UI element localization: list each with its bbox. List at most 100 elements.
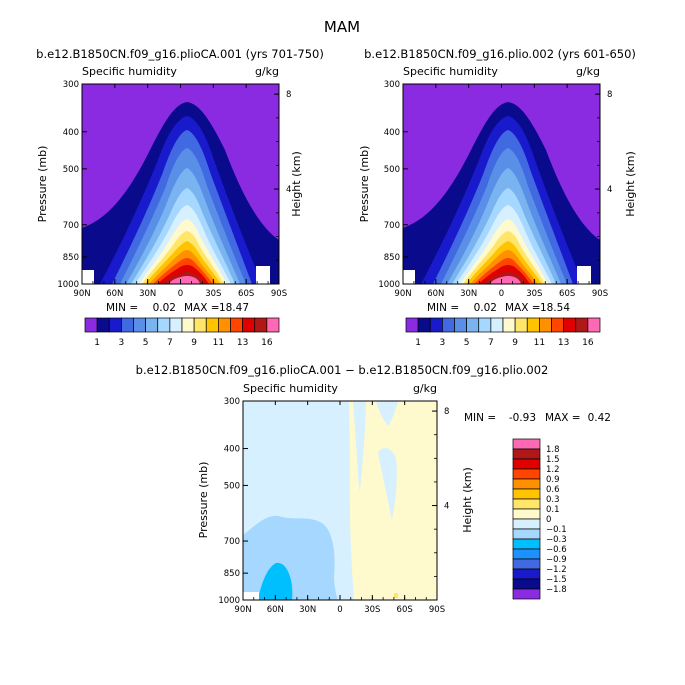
colorbar-swatch (181, 317, 195, 333)
diff-min-value: -0.93 (509, 412, 536, 424)
colorbar-label: −0.6 (546, 545, 567, 555)
colorbar-label: 0.6 (546, 485, 560, 495)
colorbar-swatch (502, 317, 516, 333)
colorbar-swatch (512, 488, 541, 500)
colorbar-swatch (512, 448, 541, 460)
y-tick-label: 300 (384, 80, 400, 90)
colorbar-label: 9 (512, 338, 518, 348)
colorbar-swatch (157, 317, 171, 333)
x-tick-label: 90N (394, 289, 411, 299)
colorbar-swatch (539, 317, 552, 333)
diff-ylabel: Pressure (mb) (197, 462, 210, 539)
x-tick-label: 60S (559, 289, 575, 299)
colorbar-swatch (121, 317, 134, 333)
colorbar-swatch (218, 317, 231, 333)
right-missing-sh (577, 266, 591, 284)
y-tick-label: 400 (384, 128, 400, 138)
y-tick-label: 500 (224, 481, 240, 491)
colorbar-label: 1 (94, 338, 100, 348)
colorbar-swatch (145, 317, 159, 333)
x-tick-label: 90S (271, 289, 287, 299)
diff-negative-pocket-2 (376, 401, 398, 426)
right-plot (403, 84, 600, 284)
y-tick-label: 1000 (218, 596, 240, 606)
colorbar-swatch (514, 317, 528, 333)
x-tick-label: 60N (267, 605, 284, 615)
right-colorbar: 1 3 5 7 9 11 13 16 (405, 317, 601, 348)
y-tick-label: 300 (224, 397, 240, 407)
colorbar-swatch (84, 317, 98, 333)
colorbar-swatch (512, 568, 541, 580)
colorbar-swatch (205, 317, 219, 333)
left-min-label: MIN = (106, 302, 138, 314)
y-tick-label: 1000 (57, 280, 79, 290)
diff-subtitle: Specific humidity (243, 382, 338, 395)
colorbar-label: 16 (582, 338, 594, 348)
colorbar-swatch (405, 317, 419, 333)
colorbar-label: 1.2 (546, 465, 560, 475)
x-tick-label: 90S (592, 289, 608, 299)
colorbar-label: 7 (488, 338, 494, 348)
y-tick-label: 850 (384, 253, 400, 263)
right-axes: 90N 60N 30N 0 30S 60S 90S 300 400 500 700 850 1000 8 4 (378, 80, 612, 299)
colorbar-label: 5 (143, 338, 149, 348)
left-plot (82, 84, 279, 284)
left-subtitle: Specific humidity (82, 65, 177, 78)
colorbar-swatch (575, 317, 589, 333)
left-panel-title: b.e12.B1850CN.f09_g16.plioCA.001 (yrs 70… (36, 47, 324, 61)
left-units: g/kg (255, 65, 279, 78)
right-max-value: 18.54 (540, 302, 570, 314)
colorbar-label: −0.9 (546, 555, 567, 565)
right-max-label: MAX = (505, 302, 541, 314)
colorbar-swatch (417, 317, 431, 333)
left-min-value: 0.02 (153, 302, 176, 314)
right-panel-title: b.e12.B1850CN.f09_g16.plio.002 (yrs 601-… (364, 47, 636, 61)
y-tick-label: 700 (224, 537, 240, 547)
x-tick-label: 30N (139, 289, 156, 299)
colorbar-swatch (512, 548, 541, 560)
diff-ylabel-right: Height (km) (461, 467, 474, 533)
y-tick-label: 300 (63, 80, 79, 90)
colorbar-swatch (512, 458, 541, 470)
y-tick-label: 500 (63, 165, 79, 175)
diff-plot (243, 401, 437, 600)
diff-max-label: MAX = (545, 412, 581, 424)
diff-missing-area (243, 592, 259, 600)
colorbar-swatch (512, 538, 541, 550)
y-right-tick-label: 8 (444, 407, 449, 417)
colorbar-swatch (169, 317, 183, 333)
colorbar-swatch (108, 317, 122, 333)
colorbar-label: −0.3 (546, 535, 567, 545)
y-right-tick-label: 4 (444, 502, 449, 512)
colorbar-swatch (512, 528, 541, 540)
colorbar-label: 9 (191, 338, 197, 348)
left-max-value: 18.47 (219, 302, 249, 314)
x-tick-label: 60S (397, 605, 413, 615)
colorbar-swatch (442, 317, 455, 333)
x-tick-label: 30S (205, 289, 221, 299)
diff-max-value: 0.42 (588, 412, 611, 424)
y-tick-label: 700 (384, 221, 400, 231)
colorbar-label: −0.1 (546, 525, 567, 535)
colorbar-swatch (512, 578, 541, 590)
left-missing-nh (82, 270, 94, 284)
left-missing-sh (256, 266, 270, 284)
colorbar-swatch (512, 508, 541, 520)
right-units: g/kg (576, 65, 600, 78)
x-tick-label: 0 (499, 289, 504, 299)
diff-colorbar: 1.81.51.20.90.60.30.10−0.1−0.3−0.6−0.9−1… (512, 438, 567, 600)
diff-panel-title: b.e12.B1850CN.f09_g16.plioCA.001 − b.e12… (136, 363, 549, 377)
colorbar-label: −1.8 (546, 585, 567, 595)
x-tick-label: 30S (364, 605, 380, 615)
colorbar-swatch (512, 588, 541, 600)
colorbar-swatch (266, 317, 280, 333)
diff-axes: 90N 60N 30N 0 30S 60S 90S 300 400 500 700 850 1000 8 4 (218, 397, 449, 615)
y-tick-label: 500 (384, 165, 400, 175)
figure-title: MAM (324, 18, 360, 36)
colorbar-label: −1.2 (546, 565, 567, 575)
colorbar-swatch (512, 518, 541, 530)
left-max-label: MAX = (184, 302, 220, 314)
colorbar-label: 0.9 (546, 475, 560, 485)
colorbar-swatch (551, 317, 564, 333)
colorbar-label: 3 (119, 338, 125, 348)
